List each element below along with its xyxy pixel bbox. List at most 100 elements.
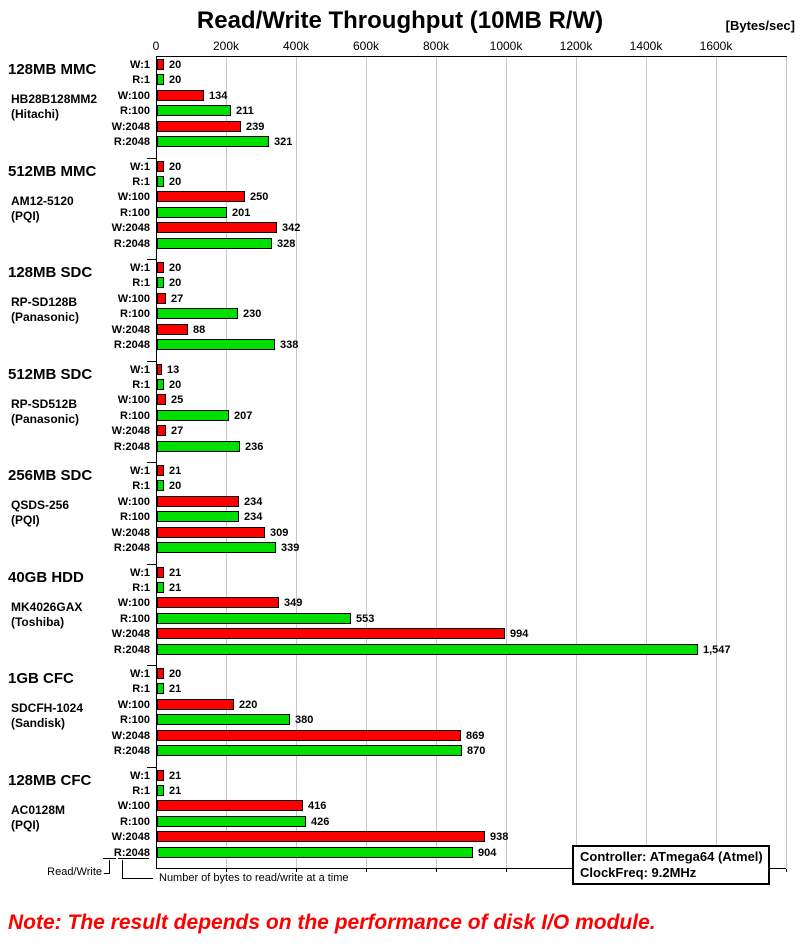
group-boundary-tick [147, 158, 156, 159]
bar-label: R:1 [132, 176, 150, 188]
device-size-label: 40GB HDD [8, 569, 84, 586]
bar-value-label: 20 [169, 668, 182, 680]
bar-value-label: 25 [171, 394, 184, 406]
clockfreq-line: ClockFreq: 9.2MHz [580, 865, 697, 880]
bar-value-label: 20 [169, 176, 182, 188]
bar-value-label: 21 [169, 785, 182, 797]
bar-write [157, 567, 164, 578]
bar-label: R:100 [120, 308, 150, 320]
bar-write [157, 191, 245, 202]
bar-value-label: 88 [193, 324, 206, 336]
x-axis-tick-label: 0 [152, 39, 160, 53]
device-model-label: SDCFH-1024 [11, 701, 84, 715]
bar-value-label: 21 [169, 770, 182, 782]
bar-write [157, 465, 164, 476]
bar-label: R:1 [132, 785, 150, 797]
bar-value-label: 938 [490, 831, 509, 843]
bar-write [157, 770, 164, 781]
bar-value-label: 553 [356, 613, 375, 625]
device-size-label: 256MB SDC [8, 467, 93, 484]
device-size-label: 128MB CFC [8, 772, 92, 789]
bar-value-label: 236 [245, 441, 264, 453]
bar-read [157, 847, 473, 858]
bar-label: W:2048 [111, 324, 150, 336]
bar-read [157, 511, 239, 522]
bar-read [157, 207, 227, 218]
x-axis-tick-label: 1400k [629, 39, 663, 53]
bar-label: R:100 [120, 613, 150, 625]
bar-value-label: 994 [510, 628, 529, 640]
bar-read [157, 714, 290, 725]
bar-value-label: 207 [234, 410, 253, 422]
bar-label: R:1 [132, 683, 150, 695]
device-model-label: RP-SD512B [11, 397, 78, 411]
bar-value-label: 20 [169, 59, 182, 71]
bar-read [157, 582, 164, 593]
bar-read [157, 74, 164, 85]
bar-value-label: 339 [281, 542, 300, 554]
x-axis-tick-label: 1200k [559, 39, 593, 53]
bar-label: W:1 [130, 668, 150, 680]
gridline [786, 57, 787, 868]
bar-read [157, 410, 229, 421]
bar-value-label: 20 [169, 161, 182, 173]
bar-label: R:2048 [113, 745, 150, 757]
note-text: Note: The result depends on the performa… [8, 911, 656, 934]
bar-value-label: 869 [466, 730, 485, 742]
bar-read [157, 238, 272, 249]
legend-underline-readwrite [103, 858, 116, 859]
bar-label: W:2048 [111, 730, 150, 742]
bar-value-label: 380 [295, 714, 314, 726]
bar-write [157, 527, 265, 538]
group-boundary-tick [147, 462, 156, 463]
bar-read [157, 644, 698, 655]
bar-write [157, 496, 239, 507]
bar-label: R:1 [132, 582, 150, 594]
bar-value-label: 20 [169, 379, 182, 391]
bar-label: W:2048 [111, 831, 150, 843]
gridline [646, 57, 647, 868]
bar-label: R:2048 [113, 441, 150, 453]
bar-write [157, 597, 279, 608]
bar-read [157, 480, 164, 491]
device-vendor-label: (PQI) [11, 209, 40, 223]
x-axis-bottom-tick [786, 869, 787, 872]
bar-label: W:2048 [111, 121, 150, 133]
bar-value-label: 870 [467, 745, 486, 757]
bar-read [157, 339, 275, 350]
bar-label: W:100 [117, 191, 150, 203]
bar-value-label: 220 [239, 699, 258, 711]
bar-read [157, 277, 164, 288]
bar-write [157, 394, 166, 405]
bar-read [157, 379, 164, 390]
bar-label: W:1 [130, 161, 150, 173]
device-vendor-label: (PQI) [11, 818, 40, 832]
device-size-label: 128MB SDC [8, 264, 93, 281]
x-axis-bottom-tick [296, 869, 297, 872]
device-vendor-label: (PQI) [11, 513, 40, 527]
bar-value-label: 328 [277, 238, 296, 250]
bar-read [157, 176, 164, 187]
bar-read [157, 816, 306, 827]
bar-value-label: 321 [274, 136, 293, 148]
device-vendor-label: (Toshiba) [11, 615, 65, 629]
bar-label: W:100 [117, 496, 150, 508]
axis-unit-label: [Bytes/sec] [725, 18, 795, 33]
bar-read [157, 683, 164, 694]
group-boundary-tick [147, 259, 156, 260]
bar-label: R:1 [132, 277, 150, 289]
bar-label: R:100 [120, 714, 150, 726]
bar-value-label: 134 [209, 90, 228, 102]
bar-read [157, 745, 462, 756]
gridline [296, 57, 297, 868]
bar-label: W:1 [130, 567, 150, 579]
bar-label: W:2048 [111, 628, 150, 640]
bar-value-label: 1,547 [703, 644, 731, 656]
device-model-label: HB28B128MM2 [11, 92, 98, 106]
bar-label: R:100 [120, 105, 150, 117]
bar-write [157, 628, 505, 639]
device-model-label: QSDS-256 [11, 498, 70, 512]
bar-label: R:1 [132, 74, 150, 86]
y-axis-line [156, 56, 157, 869]
